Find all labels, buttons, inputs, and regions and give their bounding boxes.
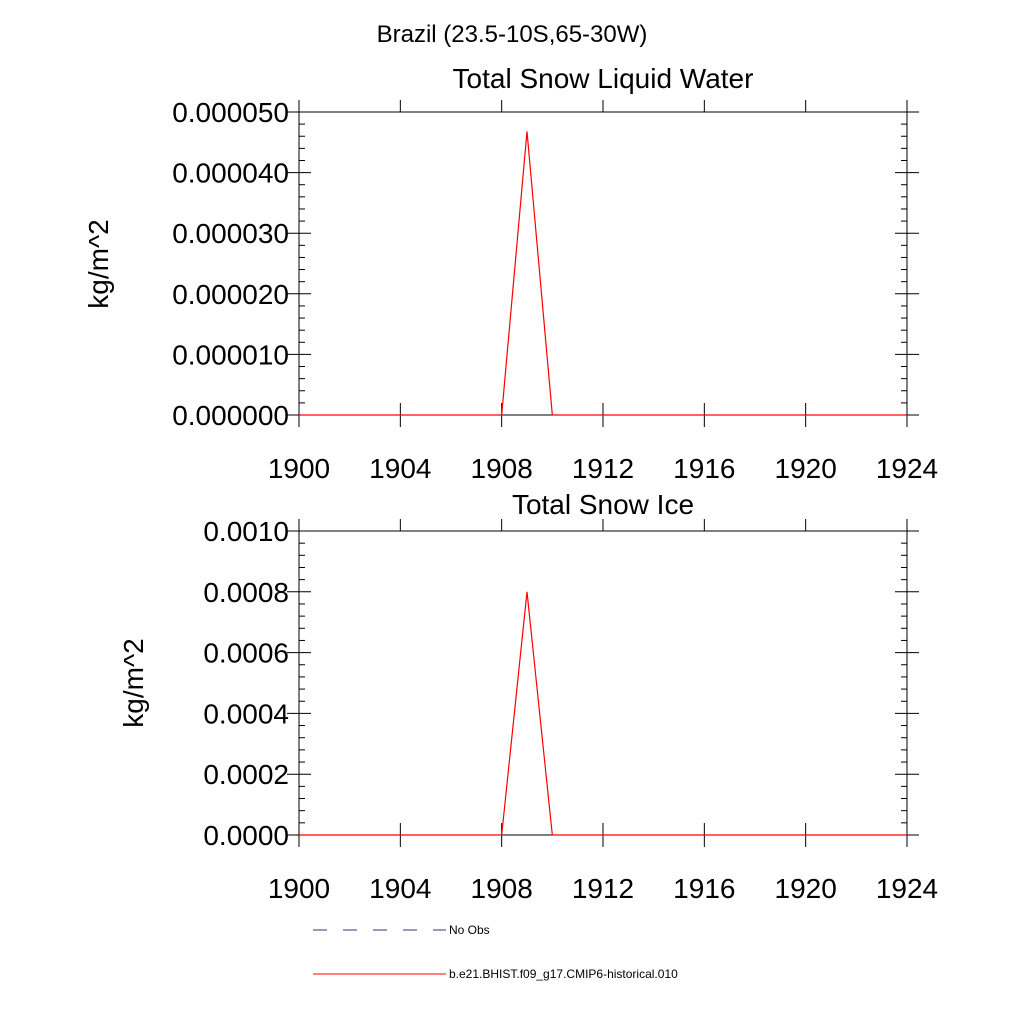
- series-line-0: [299, 591, 907, 836]
- panel-title: Total Snow Liquid Water: [453, 63, 754, 94]
- plot-frame: [298, 530, 908, 836]
- panel-title: Total Snow Ice: [512, 489, 694, 520]
- x-tick-label: 1916: [673, 453, 735, 484]
- y-tick-label: 0.000040: [172, 158, 289, 189]
- x-tick-label: 1904: [369, 453, 431, 484]
- x-tick-label: 1900: [268, 453, 330, 484]
- x-tick-label: 1920: [775, 873, 837, 904]
- x-tick-label: 1916: [673, 873, 735, 904]
- y-tick-label: 0.0006: [203, 638, 289, 669]
- y-axis-label: kg/m^2: [83, 219, 114, 308]
- x-tick-label: 1924: [876, 453, 938, 484]
- y-axis-label: kg/m^2: [118, 638, 149, 727]
- x-tick-label: 1912: [572, 873, 634, 904]
- y-tick-label: 0.0008: [203, 577, 289, 608]
- y-tick-label: 0.000030: [172, 218, 289, 249]
- x-tick-label: 1908: [471, 453, 533, 484]
- x-tick-label: 1900: [268, 873, 330, 904]
- y-tick-label: 0.000010: [172, 339, 289, 370]
- legend-label-0: No Obs: [449, 923, 490, 937]
- legend-label-1: b.e21.BHIST.f09_g17.CMIP6-historical.010: [449, 967, 678, 981]
- y-tick-label: 0.0004: [203, 698, 289, 729]
- x-tick-label: 1912: [572, 453, 634, 484]
- series-line-0: [299, 131, 907, 416]
- y-tick-label: 0.0000: [203, 820, 289, 851]
- x-tick-label: 1924: [876, 873, 938, 904]
- region-title: Brazil (23.5-10S,65-30W): [377, 21, 648, 48]
- plot-frame: [298, 111, 908, 416]
- y-tick-label: 0.000050: [172, 97, 289, 128]
- x-tick-label: 1904: [369, 873, 431, 904]
- x-tick-label: 1908: [471, 873, 533, 904]
- y-tick-label: 0.0010: [203, 516, 289, 547]
- x-tick-label: 1920: [775, 453, 837, 484]
- y-tick-label: 0.000020: [172, 279, 289, 310]
- y-tick-label: 0.0002: [203, 759, 289, 790]
- y-tick-label: 0.000000: [172, 400, 289, 431]
